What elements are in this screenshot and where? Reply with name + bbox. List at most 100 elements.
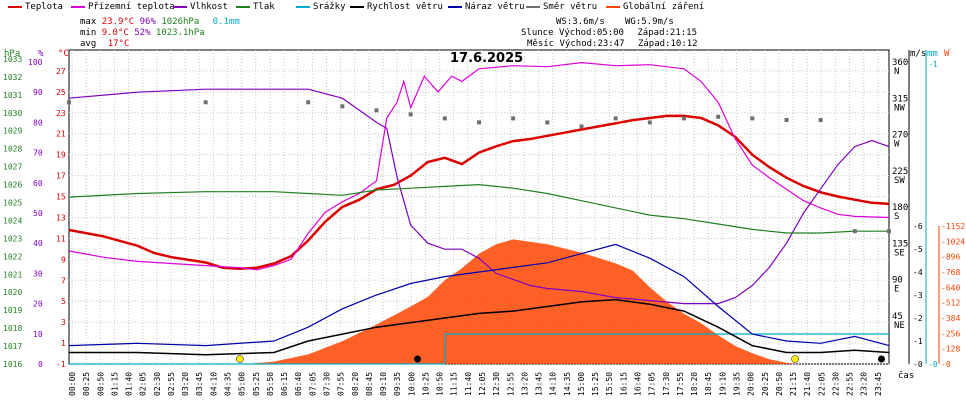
wind-direction-point xyxy=(511,116,516,121)
x-tick-label: 00:00 xyxy=(68,372,77,396)
max-hum: 96% xyxy=(139,17,156,27)
legend-swatch xyxy=(71,5,85,8)
wind-direction-point xyxy=(818,118,823,122)
wind-wg: WG:5.9m/s xyxy=(625,17,674,27)
legend-label: Rychlost větru xyxy=(367,2,443,12)
sunset-marker xyxy=(791,355,799,363)
radiation-tick: -256 xyxy=(941,329,960,338)
legend-item: Náraz větru xyxy=(448,2,525,14)
wind-tick: -0 xyxy=(913,360,923,369)
legend-item: Směr větru xyxy=(526,2,597,14)
temperature-tick: 17 xyxy=(56,172,66,181)
x-tick-label: 22:55 xyxy=(846,372,855,396)
x-tick-label: 19:35 xyxy=(732,372,741,396)
moon-row: Měsíc Východ:23:47 Západ:10:12 xyxy=(527,39,698,49)
wind-direction-point xyxy=(442,116,447,121)
radiation-area xyxy=(246,239,797,364)
legend-swatch xyxy=(236,5,250,8)
x-tick-label: 17:55 xyxy=(676,372,685,396)
x-tick-label: 18:20 xyxy=(690,372,699,396)
radiation-tick: -1024 xyxy=(941,237,965,246)
wind-tick: -3 xyxy=(913,291,923,300)
wind-direction-point xyxy=(374,108,379,113)
max-temp: 23.9°C xyxy=(101,17,135,27)
x-tick-label: 02:05 xyxy=(139,372,148,396)
x-tick-label: 12:55 xyxy=(506,372,515,396)
x-tick-label: 07:05 xyxy=(308,372,317,396)
wind-tick: -4 xyxy=(913,268,923,277)
series-line-wind_speed xyxy=(69,298,890,356)
humidity-tick: 30 xyxy=(33,269,43,278)
direction-label: S xyxy=(894,212,899,222)
wind-direction-point xyxy=(545,120,550,125)
x-tick-label: 02:55 xyxy=(167,372,176,396)
series-line-humidity xyxy=(68,88,890,305)
direction-tick: 180 xyxy=(892,203,908,213)
wind-tick: -2 xyxy=(913,314,923,323)
x-tick-label: 03:20 xyxy=(181,372,190,396)
min-hum: 52% xyxy=(134,28,151,38)
temperature-tick: 1 xyxy=(61,339,66,348)
humidity-tick: 100 xyxy=(28,58,43,67)
legend: Teplota Přízemní teplota Vlhkost Tlak Srážky… xyxy=(0,0,966,14)
wind-direction-point xyxy=(716,114,721,119)
legend-item: Srážky xyxy=(296,2,346,14)
humidity-tick: 60 xyxy=(33,179,43,188)
stats-label: min xyxy=(80,28,97,38)
wind-direction-point xyxy=(340,104,345,109)
legend-item: Tlak xyxy=(236,2,275,14)
direction-tick: 45 xyxy=(892,312,903,322)
wind-ws: WS:3.6m/s xyxy=(556,17,605,27)
direction-tick: 270 xyxy=(892,131,908,141)
x-tick-label: 11:15 xyxy=(450,372,459,396)
direction-label: NE xyxy=(894,321,905,331)
x-tick-label: 20:50 xyxy=(775,372,784,396)
pressure-unit: hPa xyxy=(4,49,20,59)
x-tick-label: 00:25 xyxy=(82,372,91,396)
series-line-temperature-ground xyxy=(68,61,890,271)
radiation-tick: -384 xyxy=(941,314,960,323)
stats-label: max xyxy=(80,17,97,27)
direction-label: E xyxy=(894,285,899,295)
stats-max: max 23.9°C 96% 1026hPa 0.1mm xyxy=(80,17,240,27)
x-tick-label: 05:50 xyxy=(266,372,275,396)
sunrise-marker xyxy=(236,355,244,363)
direction-tick: 135 xyxy=(892,239,908,249)
pressure-tick: 1028 xyxy=(3,145,22,154)
moonrise-marker xyxy=(877,355,885,363)
x-tick-label: 03:45 xyxy=(195,372,204,396)
wind-direction-point xyxy=(477,120,481,125)
rain-tick: -1 xyxy=(928,60,938,69)
series-line-wind_speed-gust xyxy=(68,243,890,347)
x-tick-label: 21:40 xyxy=(803,372,812,396)
radiation-tick: -640 xyxy=(941,283,960,292)
pressure-tick: 1025 xyxy=(3,199,22,208)
sun-rise: Východ:05:00 xyxy=(558,28,624,38)
x-tick-label: 01:40 xyxy=(125,372,134,396)
direction-label: W xyxy=(894,140,900,150)
rain-tick: -0 xyxy=(928,360,938,369)
pressure-tick: 1016 xyxy=(3,360,22,369)
series-line-rain xyxy=(69,333,889,365)
humidity-tick: 50 xyxy=(33,209,43,218)
legend-label: Vlhkost xyxy=(190,2,228,12)
direction-tick: 90 xyxy=(892,276,903,286)
wind-unit: m/s xyxy=(910,49,926,59)
x-tick-label: 16:40 xyxy=(634,372,643,396)
x-tick-label: 20:00 xyxy=(747,372,756,396)
pressure-tick: 1017 xyxy=(3,342,22,351)
radiation-unit: W xyxy=(944,49,950,59)
wind-direction-point xyxy=(203,100,208,105)
humidity-tick: 0 xyxy=(38,360,43,369)
wind-direction-point xyxy=(647,120,652,125)
stats-avg: avg 17°C xyxy=(80,39,129,49)
x-tick-label: 21:15 xyxy=(789,372,798,396)
pressure-tick: 1021 xyxy=(3,270,22,279)
x-tick-label: 17:30 xyxy=(662,372,671,396)
stats-label: avg xyxy=(80,39,97,49)
sun-label: Slunce xyxy=(521,28,554,38)
x-tick-label: 15:25 xyxy=(591,372,600,396)
legend-label: Tlak xyxy=(253,2,275,12)
min-press: 1023.1hPa xyxy=(155,28,205,38)
